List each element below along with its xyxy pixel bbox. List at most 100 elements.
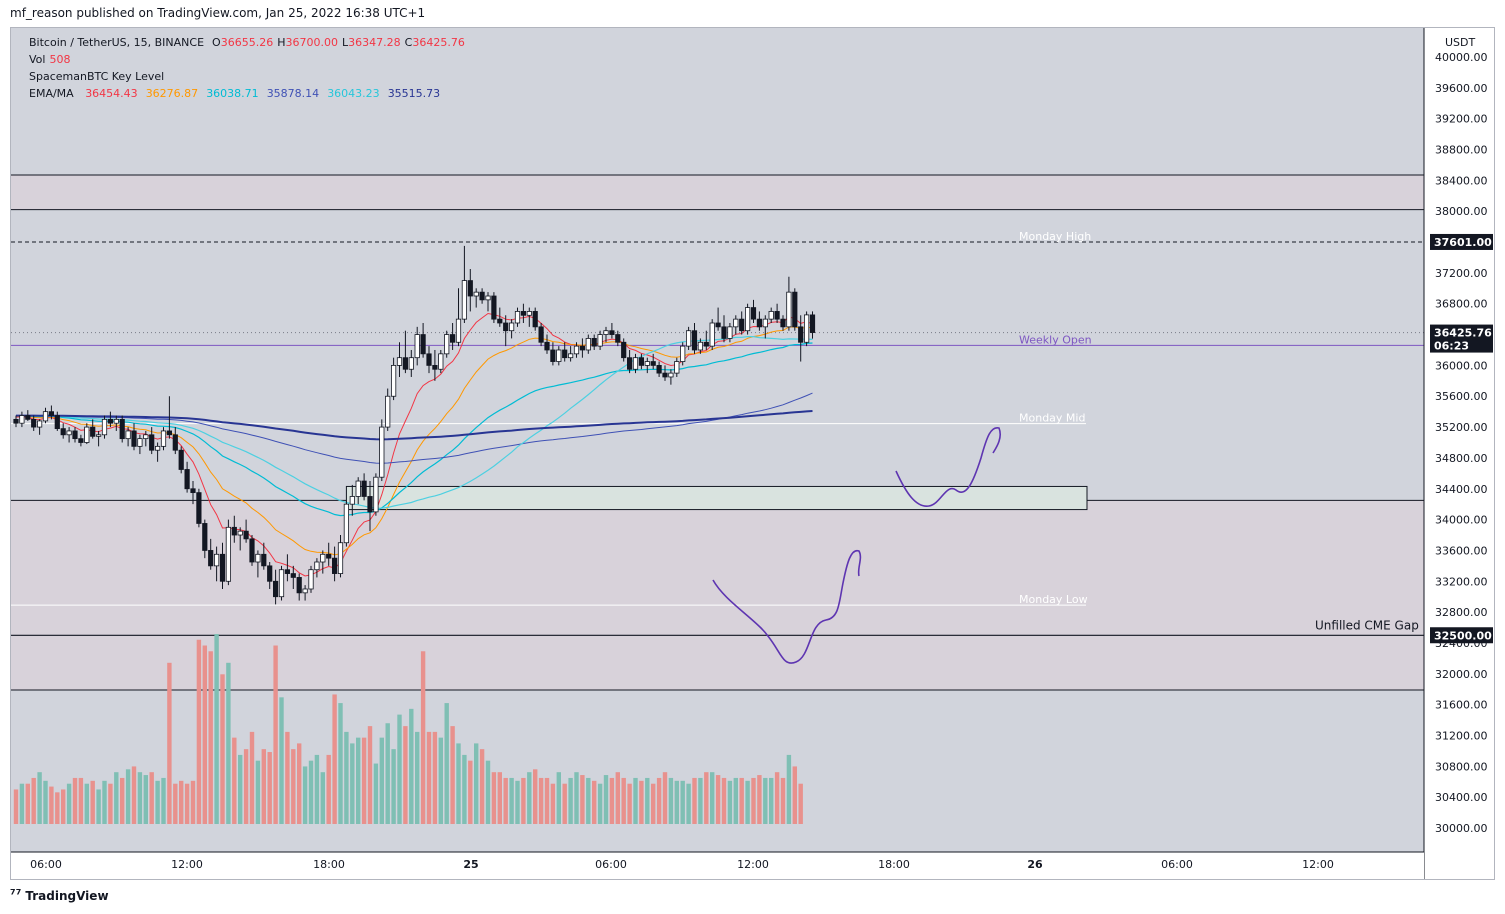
candle-body	[544, 341, 550, 351]
price-tick-label: 33600.00	[1435, 544, 1488, 557]
legend-h-value: 36700.00	[285, 36, 339, 49]
drawing-projection-1	[895, 427, 1001, 507]
candle-body	[213, 553, 220, 567]
volume-bar	[450, 726, 455, 824]
candle-body	[143, 434, 149, 440]
volume-bar	[261, 749, 266, 824]
price-tag-countdown: 06:23	[1434, 340, 1469, 353]
volume-bar	[627, 783, 632, 824]
footer: ⁷⁷ TradingView	[10, 888, 109, 903]
volume-bar	[556, 772, 561, 824]
chart-panel[interactable]: Monday High Weekly Open Monday Mid Monday L…	[10, 27, 1495, 880]
volume-bar	[243, 749, 249, 824]
volume-bar	[462, 754, 467, 824]
candle-body	[154, 445, 161, 451]
candle-body	[272, 580, 279, 598]
candle-body	[379, 426, 385, 478]
volume-bar	[757, 775, 762, 824]
candle-body	[385, 395, 391, 428]
volume-bar	[686, 783, 691, 824]
candle-body	[786, 291, 792, 328]
volume-bar	[66, 783, 72, 824]
candle-body	[721, 326, 727, 339]
legend-ema-label[interactable]: EMA/MA	[29, 87, 74, 100]
volume-bar	[302, 766, 308, 824]
legend-ema-value-1: 36454.43	[85, 87, 138, 100]
candle-body	[680, 345, 686, 362]
volume-bar	[603, 775, 609, 824]
price-tick-label: 35200.00	[1435, 421, 1488, 434]
candle-body	[497, 318, 503, 324]
candle-body	[396, 357, 403, 366]
volume-bar	[704, 772, 709, 824]
volume-bar	[184, 783, 190, 824]
volume-bar	[379, 737, 384, 824]
moving-average-line-1	[15, 312, 813, 577]
price-tag-value-3: 32500.00	[1434, 629, 1492, 642]
volume-bar	[385, 723, 390, 824]
volume-bar	[332, 694, 337, 824]
volume-bar	[491, 772, 497, 824]
price-tick-label: 31200.00	[1435, 729, 1488, 742]
time-tick-label: 25	[463, 858, 478, 871]
candle-body	[644, 361, 650, 366]
candle-body	[585, 338, 591, 351]
volume-bar	[120, 777, 125, 824]
volume-bar	[792, 766, 797, 824]
candle-body	[491, 295, 497, 320]
legend-h-label: H	[277, 36, 286, 49]
candle-body	[508, 322, 515, 332]
volume-bar	[102, 780, 107, 824]
price-chart[interactable]: Monday High Weekly Open Monday Mid Monday L…	[11, 28, 1494, 879]
candle-body	[455, 318, 462, 343]
volume-bar	[403, 726, 408, 824]
volume-bar	[373, 763, 379, 824]
volume-bar	[43, 780, 48, 824]
candle-body	[774, 311, 780, 320]
price-tick-label: 34800.00	[1435, 452, 1488, 465]
legend-l-label: L	[342, 36, 349, 49]
volume-bar	[190, 780, 196, 824]
volume-bar	[125, 769, 131, 824]
volume-bar	[37, 772, 42, 824]
candle-body	[355, 480, 361, 497]
legend-indicator-name[interactable]: SpacemanBTC Key Level	[29, 70, 165, 83]
candle-body	[243, 530, 249, 540]
volume-bar	[49, 786, 54, 824]
volume-bar	[474, 743, 479, 824]
volume-bar	[668, 777, 674, 824]
volume-bar	[763, 777, 768, 824]
legend-vol-row: Vol 508	[29, 53, 74, 66]
price-tick-label: 40000.00	[1435, 51, 1488, 64]
candle-body	[449, 334, 456, 343]
volume-bar	[568, 777, 573, 824]
monday-mid-label: Monday Mid	[1019, 412, 1085, 425]
candle-body	[538, 326, 544, 343]
candle-body	[426, 353, 432, 366]
price-tick-label: 32000.00	[1435, 668, 1488, 681]
legend-vol-label[interactable]: Vol	[29, 53, 46, 66]
moving-average-line-2	[16, 326, 813, 556]
time-tick-label: 12:00	[1302, 858, 1334, 871]
legend-ema-row: EMA/MA 36454.43 36276.87 36038.71 35878.14 3…	[29, 87, 448, 100]
footer-brand[interactable]: TradingView	[25, 888, 109, 903]
volume-bar	[397, 714, 402, 824]
legend-symbol[interactable]: Bitcoin / TetherUS, 15, BINANCE	[29, 36, 205, 49]
candle-body	[668, 372, 674, 378]
price-axis-unit: USDT	[1445, 36, 1476, 49]
legend-o-value: 36655.26	[220, 36, 274, 49]
candle-body	[479, 291, 485, 301]
candle-body	[579, 345, 586, 351]
volume-bar	[297, 743, 302, 824]
volume-bar	[13, 789, 19, 824]
legend-ema-value-3: 36038.71	[206, 87, 259, 100]
candle-body	[160, 430, 167, 447]
price-tag-value-2: 36425.76	[1434, 327, 1492, 340]
candle-body	[343, 503, 350, 544]
volume-bar	[238, 754, 243, 824]
candle-body	[514, 311, 521, 324]
monday-low-label: Monday Low	[1019, 593, 1088, 606]
price-axis	[1424, 28, 1494, 879]
time-tick-label: 18:00	[878, 858, 910, 871]
candle-body	[621, 341, 627, 359]
